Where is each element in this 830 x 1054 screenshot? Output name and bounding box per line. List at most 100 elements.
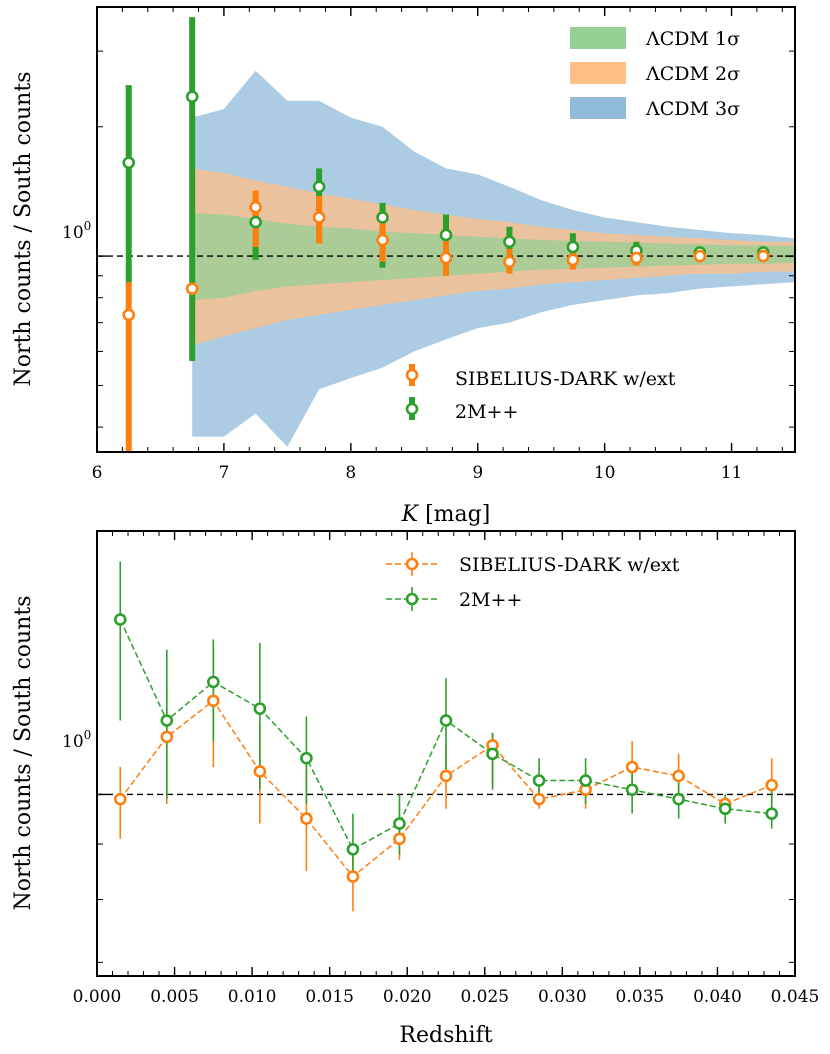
point-2mpp	[579, 774, 592, 787]
point-2mpp	[253, 702, 267, 715]
x-tick-label: 8	[345, 463, 356, 483]
point-sibelius	[160, 730, 174, 744]
legend-point	[405, 368, 419, 382]
x-tick-label: 0.025	[460, 987, 509, 1007]
legend-point	[405, 557, 419, 571]
legend-label-2mpp: 2M++	[455, 401, 518, 423]
point-sibelius	[566, 253, 580, 267]
point-2mpp	[439, 714, 453, 727]
x-tick-label: 7	[218, 463, 229, 483]
point-2mpp	[312, 180, 326, 194]
x-tick-label: 0.010	[228, 987, 277, 1007]
x-tick-label: 0.000	[73, 987, 122, 1007]
point-sibelius	[630, 251, 643, 265]
legend-label-2mpp: 2M++	[459, 589, 522, 611]
legend-marker-sibelius	[386, 552, 438, 576]
x-tick-label: 0.005	[150, 987, 199, 1007]
markers	[113, 613, 779, 883]
point-sibelius	[765, 778, 779, 792]
legend-bands: ΛCDM 1σ ΛCDM 2σ ΛCDM 3σ	[570, 27, 740, 120]
point-sibelius	[532, 792, 546, 806]
point-sibelius	[122, 308, 136, 322]
point-sibelius	[376, 233, 389, 247]
point-2mpp	[532, 774, 546, 787]
x-tick-label: 0.020	[383, 987, 432, 1007]
legend-swatch-2sigma	[570, 62, 626, 84]
axis-ticks: 0.000 0.005 0.010 0.015 0.020 0.025 0.030 0.035…	[73, 531, 820, 1007]
panel-bottom: 0.000 0.005 0.010 0.015 0.020 0.025 0.030 0.035…	[11, 530, 820, 1048]
point-2mpp	[718, 802, 732, 816]
point-2mpp	[249, 215, 262, 229]
panel-top: 6 7 8 9 10 11 100 North counts / South counts…	[11, 6, 796, 527]
point-2mpp	[566, 240, 580, 254]
point-sibelius	[346, 870, 360, 883]
point-sibelius	[113, 792, 127, 806]
point-sibelius	[300, 812, 313, 825]
point-2mpp	[393, 817, 406, 830]
point-2mpp	[625, 783, 639, 797]
x-tick-label: 0.015	[305, 987, 354, 1007]
point-sibelius	[756, 249, 770, 263]
point-2mpp	[376, 211, 389, 224]
point-sibelius	[312, 211, 326, 224]
x-tick-label: 0.045	[771, 987, 820, 1007]
point-2mpp	[113, 613, 127, 626]
band-1sigma	[192, 212, 795, 301]
legend-label-1sigma: ΛCDM 1σ	[645, 28, 740, 50]
point-sibelius	[672, 769, 685, 783]
legend-series-bottom: SIBELIUS-DARK w/ext 2M++	[386, 552, 680, 611]
axes-frame	[96, 6, 796, 453]
legend-label-sibelius: SIBELIUS-DARK w/ext	[459, 554, 680, 576]
legend-marker-sibelius	[405, 364, 419, 386]
point-sibelius	[393, 832, 406, 846]
x-tick-label: 11	[721, 463, 743, 483]
point-sibelius	[249, 200, 262, 214]
point-sibelius	[625, 760, 639, 774]
point-2mpp	[160, 714, 174, 727]
x-tick-label: 10	[594, 463, 616, 483]
x-tick-label: 0.030	[538, 987, 587, 1007]
point-sibelius	[439, 769, 453, 783]
errorbars	[119, 561, 773, 912]
legend-marker-2mpp	[405, 397, 419, 420]
y-axis-label: North counts / South counts	[11, 596, 36, 911]
legend-label-2sigma: ΛCDM 2σ	[645, 63, 740, 85]
point-2mpp	[300, 751, 313, 765]
y-tick-label: 100	[62, 219, 91, 243]
point-2mpp	[346, 843, 360, 856]
legend-marker-2mpp	[386, 587, 438, 611]
point-2mpp	[185, 90, 199, 103]
point-2mpp	[765, 807, 779, 820]
x-tick-label: 9	[472, 463, 483, 483]
point-2mpp	[439, 228, 453, 242]
legend-series-top: SIBELIUS-DARK w/ext 2M++	[405, 364, 676, 423]
x-tick-label: 0.040	[693, 987, 742, 1007]
legend-swatch-1sigma	[570, 27, 626, 49]
point-2mpp	[122, 156, 136, 169]
legend-label-3sigma: ΛCDM 3σ	[645, 98, 740, 120]
x-tick-label: 0.035	[616, 987, 665, 1007]
point-2mpp	[486, 747, 499, 761]
legend-point	[405, 402, 419, 416]
legend-point	[405, 592, 419, 606]
markers	[122, 90, 770, 322]
point-2mpp	[672, 792, 685, 806]
point-sibelius	[207, 694, 220, 708]
point-sibelius	[439, 251, 453, 265]
x-axis-label: K [mag]	[401, 502, 491, 527]
lcdm-bands	[192, 70, 795, 447]
axes-frame	[96, 530, 796, 977]
x-axis-label: Redshift	[399, 1023, 492, 1048]
point-sibelius	[185, 282, 199, 295]
y-tick-label: 100	[62, 728, 91, 752]
point-sibelius	[253, 765, 267, 778]
point-sibelius	[503, 255, 516, 269]
legend-swatch-3sigma	[570, 97, 626, 119]
x-tick-label: 6	[92, 463, 103, 483]
point-sibelius	[693, 249, 707, 263]
point-2mpp	[207, 675, 220, 689]
point-2mpp	[503, 235, 516, 249]
legend-label-sibelius: SIBELIUS-DARK w/ext	[455, 368, 676, 390]
y-axis-label: North counts / South counts	[11, 72, 36, 387]
